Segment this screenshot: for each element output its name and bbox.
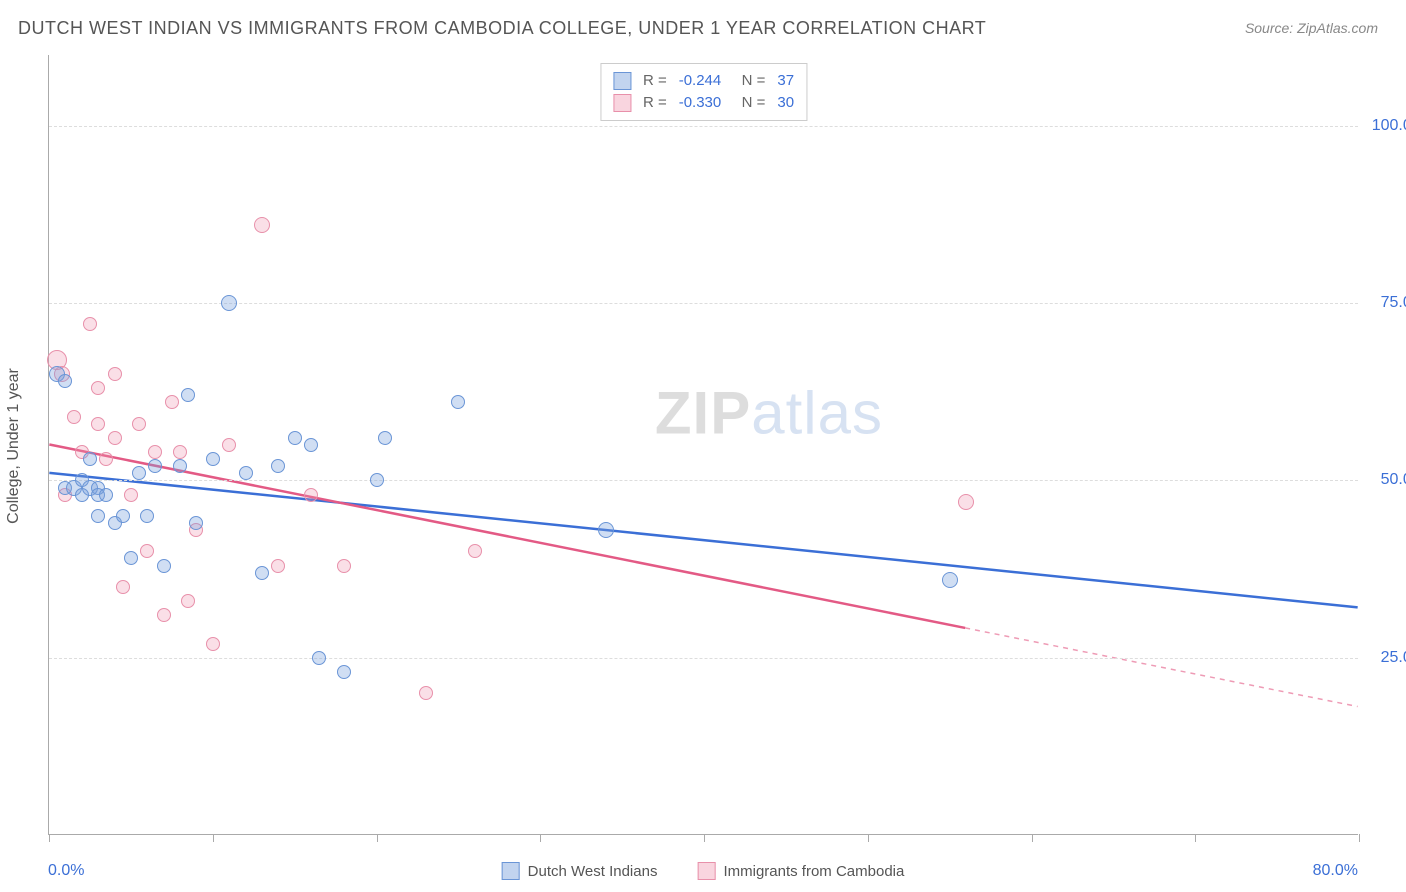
swatch-pink: [613, 94, 631, 112]
plot-area: ZIPatlas R = -0.244 N = 37 R = -0.330 N …: [48, 55, 1358, 835]
legend-item-pink: Immigrants from Cambodia: [697, 862, 904, 880]
data-point: [83, 452, 97, 466]
data-point: [337, 559, 351, 573]
source-citation: Source: ZipAtlas.com: [1245, 20, 1378, 36]
data-point: [451, 395, 465, 409]
data-point: [181, 594, 195, 608]
data-point: [419, 686, 433, 700]
x-tick: [1359, 834, 1360, 842]
data-point: [254, 217, 270, 233]
r-value-pink: -0.330: [679, 92, 722, 114]
swatch-blue: [613, 72, 631, 90]
data-point: [312, 651, 326, 665]
data-point: [206, 637, 220, 651]
y-axis-title: College, Under 1 year: [5, 368, 23, 524]
data-point: [370, 473, 384, 487]
trendline-blue: [49, 473, 1357, 608]
x-tick: [704, 834, 705, 842]
y-tick-label: 75.0%: [1366, 294, 1406, 312]
data-point: [108, 367, 122, 381]
legend-row-pink: R = -0.330 N = 30: [613, 92, 794, 114]
x-tick: [868, 834, 869, 842]
swatch-pink: [697, 862, 715, 880]
series-legend: Dutch West Indians Immigrants from Cambo…: [502, 862, 905, 880]
gridline: [49, 480, 1358, 481]
data-point: [173, 459, 187, 473]
data-point: [206, 452, 220, 466]
data-point: [468, 544, 482, 558]
data-point: [67, 410, 81, 424]
trendlines-svg: [49, 55, 1358, 834]
data-point: [271, 459, 285, 473]
trendline-pink-extrapolated: [965, 628, 1357, 707]
gridline: [49, 126, 1358, 127]
r-value-blue: -0.244: [679, 70, 722, 92]
swatch-blue: [502, 862, 520, 880]
data-point: [222, 438, 236, 452]
x-tick: [49, 834, 50, 842]
n-value-pink: 30: [777, 92, 794, 114]
data-point: [148, 445, 162, 459]
chart-title: DUTCH WEST INDIAN VS IMMIGRANTS FROM CAM…: [18, 18, 986, 39]
data-point: [255, 566, 269, 580]
data-point: [157, 559, 171, 573]
y-tick-label: 50.0%: [1366, 471, 1406, 489]
data-point: [108, 431, 122, 445]
legend-item-blue: Dutch West Indians: [502, 862, 658, 880]
data-point: [165, 395, 179, 409]
data-point: [83, 317, 97, 331]
data-point: [124, 488, 138, 502]
data-point: [239, 466, 253, 480]
data-point: [132, 417, 146, 431]
correlation-legend: R = -0.244 N = 37 R = -0.330 N = 30: [600, 63, 807, 121]
n-value-blue: 37: [777, 70, 794, 92]
y-tick-label: 25.0%: [1366, 649, 1406, 667]
data-point: [598, 522, 614, 538]
data-point: [124, 551, 138, 565]
data-point: [337, 665, 351, 679]
data-point: [173, 445, 187, 459]
data-point: [288, 431, 302, 445]
data-point: [271, 559, 285, 573]
data-point: [378, 431, 392, 445]
x-tick: [377, 834, 378, 842]
data-point: [221, 295, 237, 311]
data-point: [958, 494, 974, 510]
n-label: N =: [733, 70, 765, 92]
gridline: [49, 658, 1358, 659]
data-point: [132, 466, 146, 480]
x-tick: [1032, 834, 1033, 842]
data-point: [99, 488, 113, 502]
n-label: N =: [733, 92, 765, 114]
data-point: [58, 374, 72, 388]
data-point: [157, 608, 171, 622]
data-point: [91, 381, 105, 395]
data-point: [116, 580, 130, 594]
data-point: [116, 509, 130, 523]
x-tick: [1195, 834, 1196, 842]
data-point: [99, 452, 113, 466]
gridline: [49, 303, 1358, 304]
data-point: [942, 572, 958, 588]
data-point: [189, 516, 203, 530]
legend-row-blue: R = -0.244 N = 37: [613, 70, 794, 92]
r-label: R =: [643, 70, 667, 92]
y-tick-label: 100.0%: [1366, 117, 1406, 135]
data-point: [148, 459, 162, 473]
series-name-pink: Immigrants from Cambodia: [723, 863, 904, 880]
r-label: R =: [643, 92, 667, 114]
data-point: [304, 488, 318, 502]
x-tick: [540, 834, 541, 842]
series-name-blue: Dutch West Indians: [528, 863, 658, 880]
data-point: [140, 509, 154, 523]
data-point: [304, 438, 318, 452]
x-axis-max-label: 80.0%: [1313, 862, 1358, 880]
data-point: [91, 417, 105, 431]
data-point: [181, 388, 195, 402]
x-tick: [213, 834, 214, 842]
x-axis-min-label: 0.0%: [48, 862, 84, 880]
data-point: [140, 544, 154, 558]
data-point: [91, 509, 105, 523]
